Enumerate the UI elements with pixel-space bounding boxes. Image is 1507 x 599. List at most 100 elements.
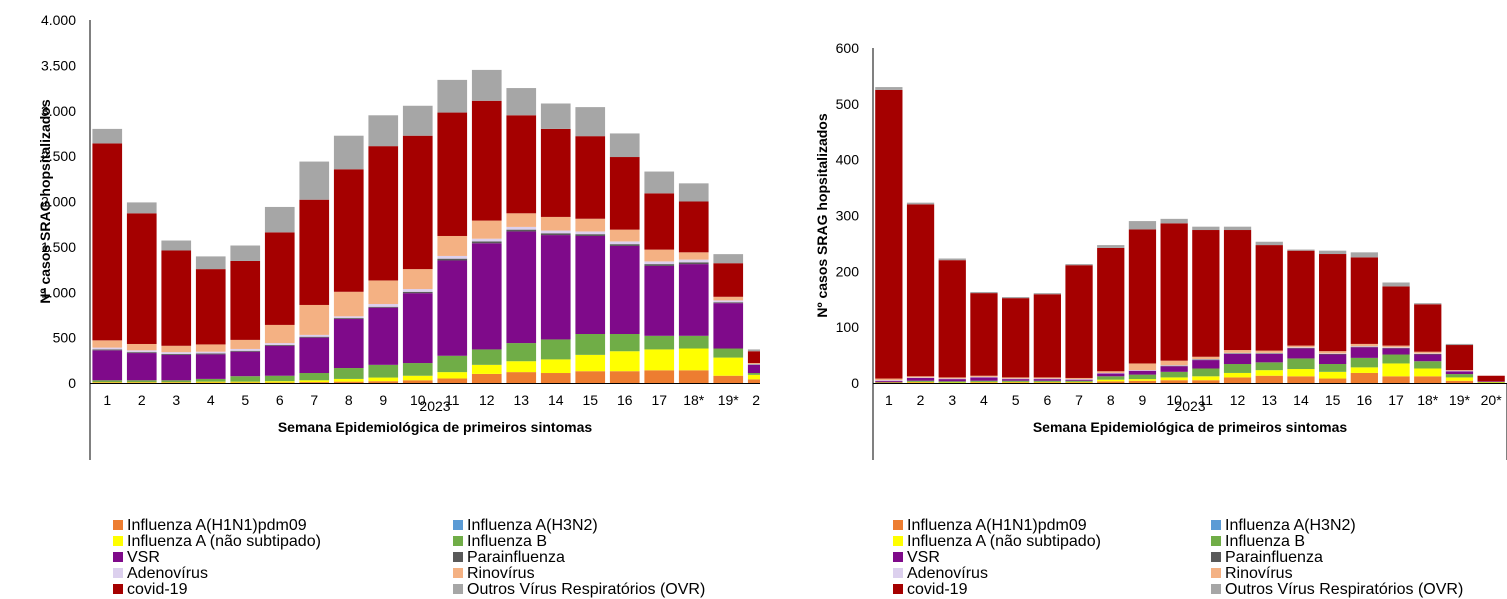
right-bar-8-series-0 — [1097, 381, 1125, 383]
left-legend-item: Parainfluenza — [453, 549, 565, 566]
left-bar-5-series-9 — [230, 245, 261, 261]
left-x-tick-label: 9 — [379, 392, 387, 408]
left-x-tick-label: 10 — [410, 392, 426, 408]
left-bar-17-series-0 — [644, 370, 675, 384]
left-bar-3-series-6 — [161, 352, 192, 354]
left-y-axis-title: Nº casos SRAG hopsitalizados — [37, 99, 53, 303]
left-bar-17-series-3 — [644, 335, 675, 350]
left-legend-swatch — [113, 568, 123, 578]
left-bar-9-series-2 — [368, 377, 399, 382]
left-bar-15-series-2 — [575, 354, 606, 372]
right-legend-item: VSR — [893, 549, 940, 566]
right-bar-17-series-4 — [1382, 348, 1410, 355]
right-bar-7-series-0 — [1065, 382, 1093, 383]
left-legend-swatch — [453, 584, 463, 594]
right-bar-2-series-0 — [906, 382, 935, 383]
right-bar-4-series-2 — [970, 381, 998, 383]
left-legend-label: Influenza A (não subtipado) — [127, 533, 321, 550]
left-legend-label: Parainfluenza — [467, 549, 565, 566]
left-bar-18*-series-9 — [678, 183, 709, 202]
left-bar-4-series-6 — [195, 351, 226, 354]
left-bar-17-series-7 — [644, 249, 675, 262]
left-bar-18*-series-5 — [678, 262, 709, 265]
left-bar-3-series-8 — [161, 250, 192, 346]
left-bar-3-series-5 — [161, 353, 192, 355]
left-legend-swatch — [113, 552, 123, 562]
right-bar-12-series-7 — [1223, 350, 1252, 353]
left-bar-13-series-2 — [506, 361, 537, 373]
left-bar-12-series-8 — [471, 100, 502, 221]
right-x-tick-label: 1 — [885, 392, 893, 408]
left-bar-16-series-3 — [609, 334, 640, 352]
right-bar-9-series-9 — [1128, 221, 1157, 230]
right-bar-14-series-6 — [1287, 347, 1315, 348]
right-bar-1-series-4 — [875, 380, 903, 382]
right-x-tick-label: 6 — [1043, 392, 1051, 408]
right-bar-13-series-0 — [1255, 375, 1283, 383]
right-legend-label: VSR — [907, 549, 940, 566]
right-x-tick-label: 12 — [1230, 392, 1246, 408]
left-bar-10-series-8 — [402, 135, 433, 270]
left-bar-14-series-3 — [540, 339, 571, 360]
right-legend-item: Parainfluenza — [1211, 549, 1323, 566]
left-legend-item: Influenza A (não subtipado) — [113, 533, 321, 550]
left-bar-1-series-9 — [92, 128, 123, 144]
left-bar-16-series-5 — [609, 244, 640, 246]
left-bar-20*-series-7 — [747, 363, 760, 364]
left-legend-swatch — [453, 520, 463, 530]
left-bar-8-series-6 — [333, 316, 364, 319]
right-x-tick-label: 20* — [1481, 392, 1503, 408]
right-bar-12-series-6 — [1223, 352, 1252, 354]
right-bar-11-series-8 — [1192, 230, 1220, 357]
left-bar-5-series-4 — [230, 351, 261, 377]
right-bar-6-series-0 — [1033, 382, 1061, 383]
left-x-tick-label: 3 — [172, 392, 180, 408]
right-bar-19*-series-8 — [1445, 345, 1474, 371]
right-bar-6-series-8 — [1033, 294, 1061, 378]
right-bar-14-series-0 — [1287, 376, 1315, 383]
left-legend-label: Rinovírus — [467, 565, 535, 582]
left-bar-11-series-0 — [437, 378, 468, 383]
right-bar-15-series-9 — [1319, 250, 1347, 255]
left-bar-6-series-3 — [264, 375, 295, 382]
right-legend-swatch — [893, 584, 903, 594]
right-legend-swatch — [1211, 520, 1221, 530]
left-bar-17-series-9 — [644, 171, 675, 194]
left-legend-label: Influenza B — [467, 533, 548, 550]
left-bar-15-series-3 — [575, 334, 606, 355]
right-x-tick-label: 11 — [1199, 392, 1214, 408]
right-legend-swatch — [1211, 568, 1221, 578]
right-x-tick-label: 16 — [1357, 392, 1373, 408]
left-bar-15-series-9 — [575, 107, 606, 137]
left-bar-8-series-2 — [333, 378, 364, 382]
left-bar-10-series-5 — [402, 291, 433, 294]
left-legend-label: Outros Vírus Respiratórios (OVR) — [467, 581, 706, 598]
right-legend-label: Adenovírus — [907, 565, 988, 582]
left-bar-13-series-6 — [506, 226, 537, 230]
left-bar-1-series-5 — [92, 349, 123, 351]
right-bar-7-series-2 — [1065, 381, 1093, 383]
left-bar-8-series-7 — [333, 291, 364, 317]
left-bar-18*-series-6 — [678, 259, 709, 263]
right-bar-3-series-4 — [938, 379, 966, 382]
right-x-group-label: 2023 — [1174, 398, 1205, 414]
right-legend-label: Rinovírus — [1225, 565, 1293, 582]
right-bar-10-series-9 — [1160, 218, 1188, 224]
right-bar-9-series-3 — [1128, 374, 1157, 380]
left-x-tick-label: 17 — [651, 392, 667, 408]
right-bar-13-series-5 — [1255, 353, 1283, 354]
right-legend-label: Influenza B — [1225, 533, 1306, 550]
left-bar-15-series-8 — [575, 136, 606, 219]
left-bar-18*-series-2 — [678, 348, 709, 371]
right-bar-12-series-2 — [1223, 372, 1252, 378]
right-bar-4-series-9 — [970, 291, 998, 294]
right-y-tick-label: 500 — [836, 96, 860, 112]
left-bar-14-series-5 — [540, 233, 571, 236]
left-bar-18*-series-4 — [678, 264, 709, 336]
left-bar-10-series-6 — [402, 289, 433, 292]
right-bar-3-series-9 — [938, 258, 966, 261]
right-y-axis-title: Nº casos SRAG hopsitalizados — [814, 113, 830, 317]
left-bar-13-series-7 — [506, 213, 537, 227]
right-x-tick-label: 15 — [1325, 392, 1341, 408]
right-bar-4-series-8 — [970, 293, 998, 376]
